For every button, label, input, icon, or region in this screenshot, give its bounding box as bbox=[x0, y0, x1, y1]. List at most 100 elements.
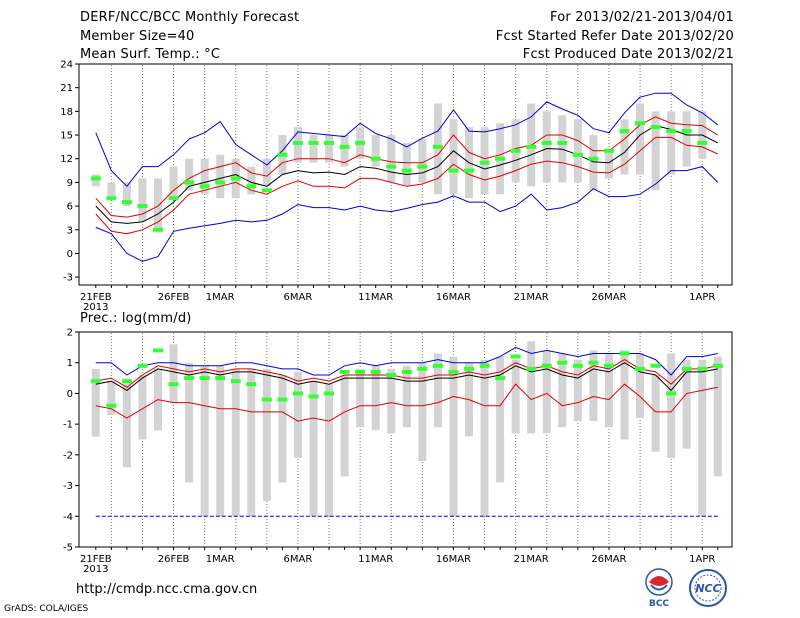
prec-ensemble-box bbox=[138, 375, 147, 440]
temp-median-marker bbox=[464, 168, 474, 173]
temp-median-marker bbox=[557, 140, 568, 145]
temp-median-marker bbox=[308, 140, 319, 145]
temp-ensemble-box bbox=[573, 119, 582, 183]
prec-year-label: 2013 bbox=[83, 564, 108, 575]
temp-median-marker bbox=[324, 140, 335, 145]
temp-ensemble-mean-line bbox=[95, 125, 719, 224]
precipitation-panel: -5 -4 -3 -2 -1 0 1 2 21FEB 26FEB 1MAR 6MAR 11MAR 16MA… bbox=[63, 328, 733, 575]
temp-x-tick-label: 21MAR bbox=[514, 292, 549, 303]
prec-median-marker bbox=[292, 391, 303, 396]
temp-y-tick-label: 24 bbox=[60, 60, 73, 71]
prec-ensemble-box bbox=[169, 344, 178, 403]
prec-ensemble-box bbox=[449, 356, 458, 517]
prec-median-marker bbox=[199, 376, 210, 381]
prec-ensemble-box bbox=[480, 359, 489, 517]
temp-ensemble-box bbox=[122, 182, 131, 207]
ncc-logo: NCC bbox=[684, 568, 732, 612]
prec-y-tick-label: 0 bbox=[67, 389, 73, 400]
source-url[interactable]: http://cmdp.ncc.cma.gov.cn bbox=[76, 582, 258, 597]
temp-median-marker bbox=[603, 148, 614, 153]
prec-median-marker bbox=[712, 363, 723, 368]
temp-median-marker bbox=[246, 184, 257, 189]
prec-median-marker bbox=[479, 363, 490, 368]
prec-ensemble-box bbox=[122, 381, 131, 468]
prec-median-marker bbox=[184, 376, 195, 381]
prec-ensemble-box bbox=[573, 359, 582, 422]
temp-y-tick-label: 3 bbox=[67, 225, 73, 236]
prec-x-tick-label: 16MAR bbox=[436, 554, 471, 565]
temperature-panel: -3 0 3 6 9 12 15 18 21 24 21FEB 26FEB 1MAR 6MAR 11MAR 1… bbox=[60, 60, 733, 313]
bcc-emblem-shape bbox=[649, 576, 669, 586]
prec-median-marker bbox=[603, 363, 614, 368]
temp-y-tick-label: 6 bbox=[67, 202, 73, 213]
prec-median-marker bbox=[681, 366, 692, 371]
temp-median-marker bbox=[106, 196, 117, 201]
temp-ensemble-box bbox=[620, 119, 629, 175]
prec-median-marker bbox=[448, 369, 459, 374]
prec-median-marker bbox=[650, 363, 661, 368]
prec-median-marker bbox=[432, 363, 443, 368]
temp-median-marker bbox=[588, 156, 599, 161]
prec-ensemble-box bbox=[91, 368, 100, 437]
prec-ensemble-box bbox=[589, 350, 598, 422]
prec-median-marker bbox=[510, 354, 521, 359]
temp-x-tick-label: 1MAR bbox=[206, 292, 235, 303]
prec-median-marker bbox=[324, 391, 335, 396]
prec-median-marker bbox=[495, 376, 506, 381]
prec-ensemble-box bbox=[356, 368, 365, 428]
temp-median-marker bbox=[292, 140, 303, 145]
temp-min-envelope-line bbox=[95, 166, 719, 262]
prec-ensemble-box bbox=[262, 368, 271, 501]
member-size-label: Member Size=40 bbox=[80, 29, 195, 44]
temp-ensemble-box bbox=[387, 135, 396, 183]
prec-ensemble-box bbox=[402, 365, 411, 428]
temp-median-marker bbox=[370, 156, 381, 161]
temp-ensemble-box bbox=[247, 166, 256, 195]
temp-y-tick-label: 21 bbox=[60, 83, 73, 94]
prec-ensemble-box bbox=[371, 365, 380, 431]
temp-ensemble-box bbox=[185, 158, 194, 191]
prec-max-envelope-line bbox=[95, 346, 718, 376]
prec-y-tick-label: -4 bbox=[63, 512, 73, 523]
prec-y-tick-label: 2 bbox=[67, 328, 73, 339]
prec-ensemble-box bbox=[325, 384, 334, 517]
prec-ensemble-box bbox=[527, 341, 536, 434]
prec-median-marker bbox=[697, 366, 708, 371]
prec-median-marker bbox=[464, 366, 474, 371]
temp-median-marker bbox=[386, 164, 397, 169]
temp-ensemble-box bbox=[262, 158, 271, 187]
precip-title: Prec.: log(mm/d) bbox=[80, 311, 192, 326]
temp-x-tick-label: 16MAR bbox=[436, 292, 471, 303]
temp-median-marker bbox=[137, 204, 148, 209]
prec-x-tick-label: 6MAR bbox=[284, 554, 313, 565]
temp-median-marker bbox=[184, 180, 195, 185]
prec-ensemble-box bbox=[713, 356, 722, 477]
prec-median-marker bbox=[215, 376, 226, 381]
prec-y-tick-label: -2 bbox=[63, 450, 73, 461]
prec-median-marker bbox=[386, 373, 397, 377]
bcc-logo: BCC bbox=[637, 568, 681, 612]
temp-x-tick-label: 21FEB bbox=[80, 292, 112, 303]
prec-median-marker bbox=[153, 348, 163, 353]
prec-y-tick-label: -3 bbox=[63, 481, 73, 492]
temp-y-tick-label: -3 bbox=[63, 273, 73, 284]
prec-median-marker bbox=[635, 366, 646, 371]
temp-median-marker bbox=[121, 200, 132, 205]
temp-lower-sigma-line bbox=[95, 136, 719, 235]
prec-ensemble-box bbox=[185, 362, 194, 483]
prec-median-marker bbox=[246, 382, 257, 387]
prec-ensemble-box bbox=[200, 365, 209, 517]
temp-median-marker bbox=[635, 121, 646, 126]
temp-median-marker bbox=[666, 129, 677, 134]
temp-median-marker bbox=[215, 180, 226, 185]
prec-ensemble-box bbox=[293, 371, 302, 458]
grads-credit: GrADS: COLA/IGES bbox=[4, 604, 89, 614]
temp-ensemble-box bbox=[107, 182, 116, 199]
temp-y-tick-label: 15 bbox=[60, 131, 73, 142]
temp-median-marker bbox=[448, 168, 459, 173]
prec-median-marker bbox=[619, 351, 630, 356]
prec-median-marker bbox=[526, 366, 537, 371]
temp-median-marker bbox=[681, 129, 692, 134]
prec-ensemble-box bbox=[433, 353, 442, 428]
prec-upper-sigma-line bbox=[95, 359, 718, 388]
